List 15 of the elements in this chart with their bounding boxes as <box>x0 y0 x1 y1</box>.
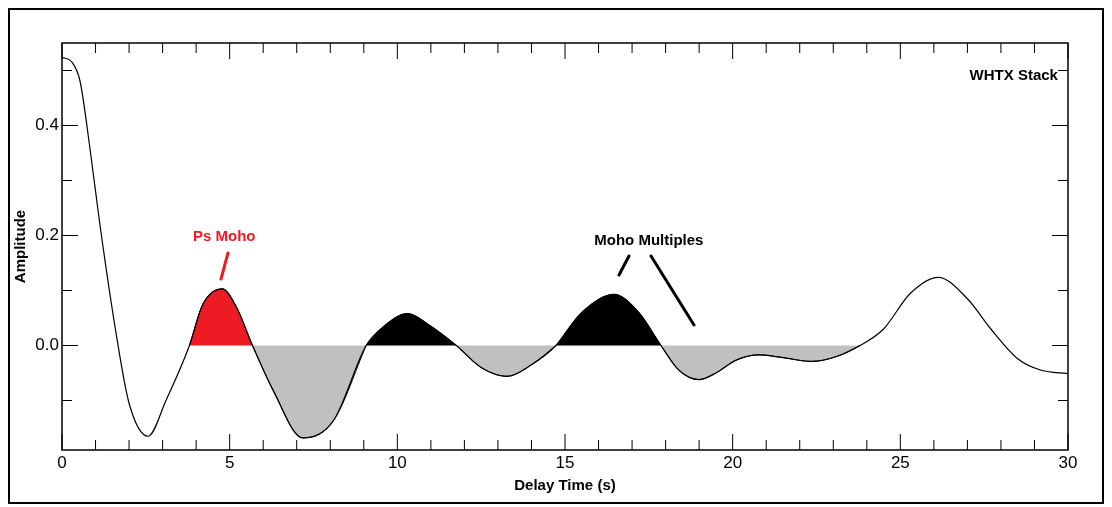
annotation: Moho Multiples <box>594 231 704 249</box>
annotation: Ps Moho <box>193 226 256 244</box>
y-tick-label: 0.4 <box>35 115 59 135</box>
x-axis-title: Delay Time (s) <box>514 476 616 494</box>
x-tick-label: 5 <box>224 452 235 472</box>
x-tick-label: 20 <box>723 452 743 472</box>
x-tick-label: 10 <box>387 452 407 472</box>
y-axis-title: Amplitude <box>11 209 29 284</box>
x-tick-label: 15 <box>555 452 575 472</box>
x-tick-label: 0 <box>57 452 67 472</box>
annotation: WHTX Stack <box>969 66 1059 84</box>
x-tick-label: 30 <box>1058 452 1078 472</box>
y-tick-label: 0.2 <box>35 225 59 245</box>
x-tick-label: 25 <box>890 452 910 472</box>
y-tick-label: 0.0 <box>35 335 59 355</box>
